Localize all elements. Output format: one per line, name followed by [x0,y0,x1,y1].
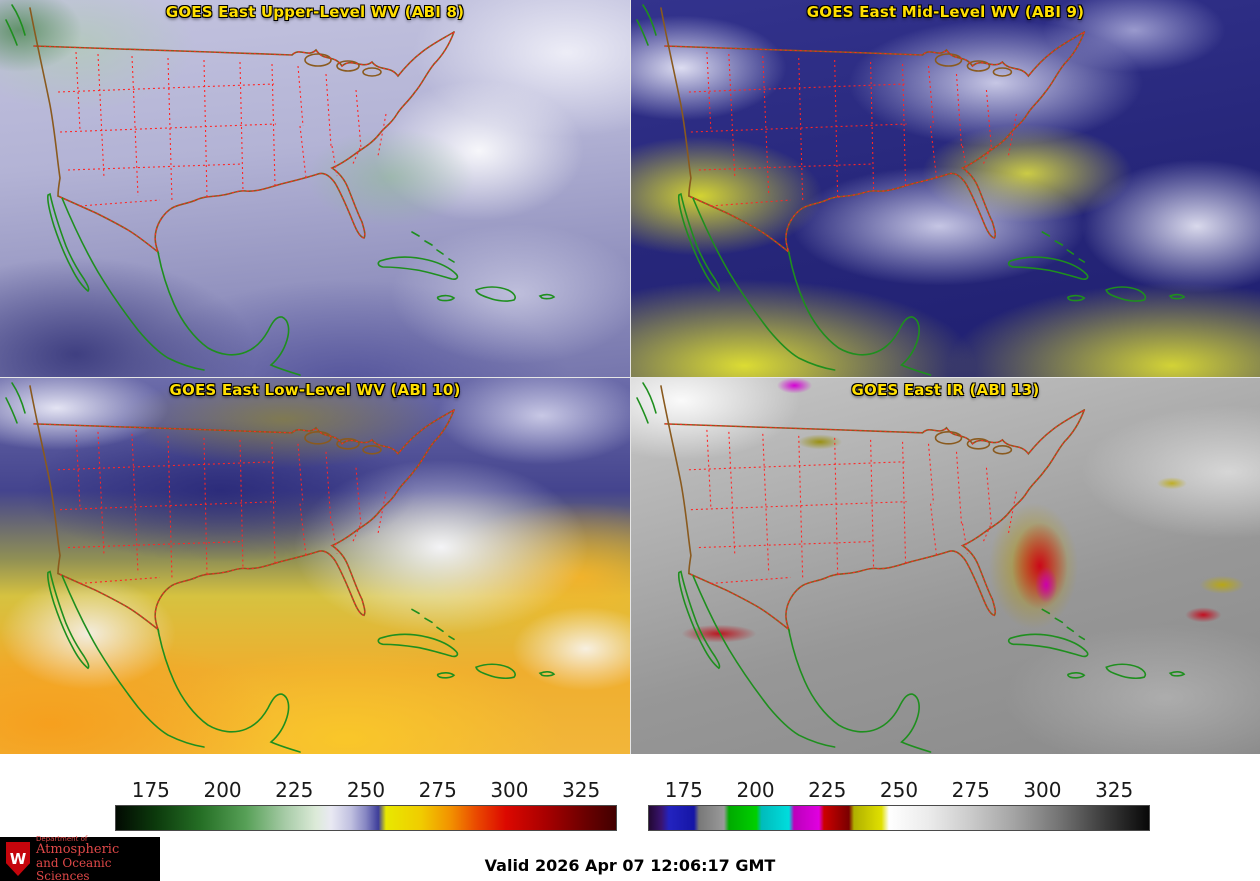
colorbar-tick: 200 [203,778,242,802]
panel-ir: GOES East IR (ABI 13) [630,377,1260,754]
panel-title-low-wv: GOES East Low-Level WV (ABI 10) [169,381,461,399]
uw-aos-logo: W Department of Atmospheric and Oceanic … [0,834,160,881]
panel-mid-level-wv: GOES East Mid-Level WV (ABI 9) [630,0,1260,377]
logo-dept-line: Department of [36,834,88,843]
colorbar-tick: 250 [879,778,919,802]
colorbar-tick: 275 [418,778,457,802]
ir-colorbar: 175 200 225 250 275 300 325 [648,778,1150,831]
satellite-panel-grid: GOES East Upper-Level WV (ABI 8) GOES Ea… [0,0,1260,754]
valid-timestamp: Valid 2026 Apr 07 12:06:17 GMT [484,856,776,875]
map-overlay [631,0,1260,377]
logo-oceanic-line: and Oceanic Sciences [36,855,112,881]
colorbar-tick: 325 [1095,778,1134,802]
colorbar-footer-area: 175 200 225 250 275 300 325 175 200 225 … [0,754,1260,881]
panel-low-level-wv: GOES East Low-Level WV (ABI 10) [0,377,630,754]
colorbar-tick: 275 [951,778,990,802]
ir-colorbar-ticks: 175 200 225 250 275 300 325 [648,778,1150,805]
colorbar-tick: 325 [562,778,601,802]
colorbar-tick: 225 [808,778,847,802]
map-overlay [0,378,630,754]
colorbar-tick: 200 [736,778,775,802]
colorbar-tick: 175 [131,778,170,802]
wv-colorbar: 175 200 225 250 275 300 325 [115,778,617,831]
uw-aos-logo-text: Department of Atmospheric and Oceanic Sc… [36,834,154,881]
colorbar-tick: 175 [664,778,703,802]
colorbar-tick: 250 [346,778,386,802]
panel-upper-level-wv: GOES East Upper-Level WV (ABI 8) [0,0,630,377]
colorbar-tick: 225 [275,778,314,802]
wv-colorbar-ticks: 175 200 225 250 275 300 325 [115,778,617,805]
logo-atmospheric-line: Atmospheric [36,842,120,858]
wv-colorbar-gradient [115,805,617,831]
colorbar-tick: 300 [490,778,529,802]
panel-title-upper-wv: GOES East Upper-Level WV (ABI 8) [165,3,465,21]
panel-title-ir: GOES East IR (ABI 13) [851,381,1040,399]
map-overlay [0,0,630,377]
panel-title-mid-wv: GOES East Mid-Level WV (ABI 9) [806,3,1085,21]
ir-colorbar-gradient [648,805,1150,831]
map-overlay [631,378,1260,754]
colorbar-tick: 300 [1023,778,1062,802]
